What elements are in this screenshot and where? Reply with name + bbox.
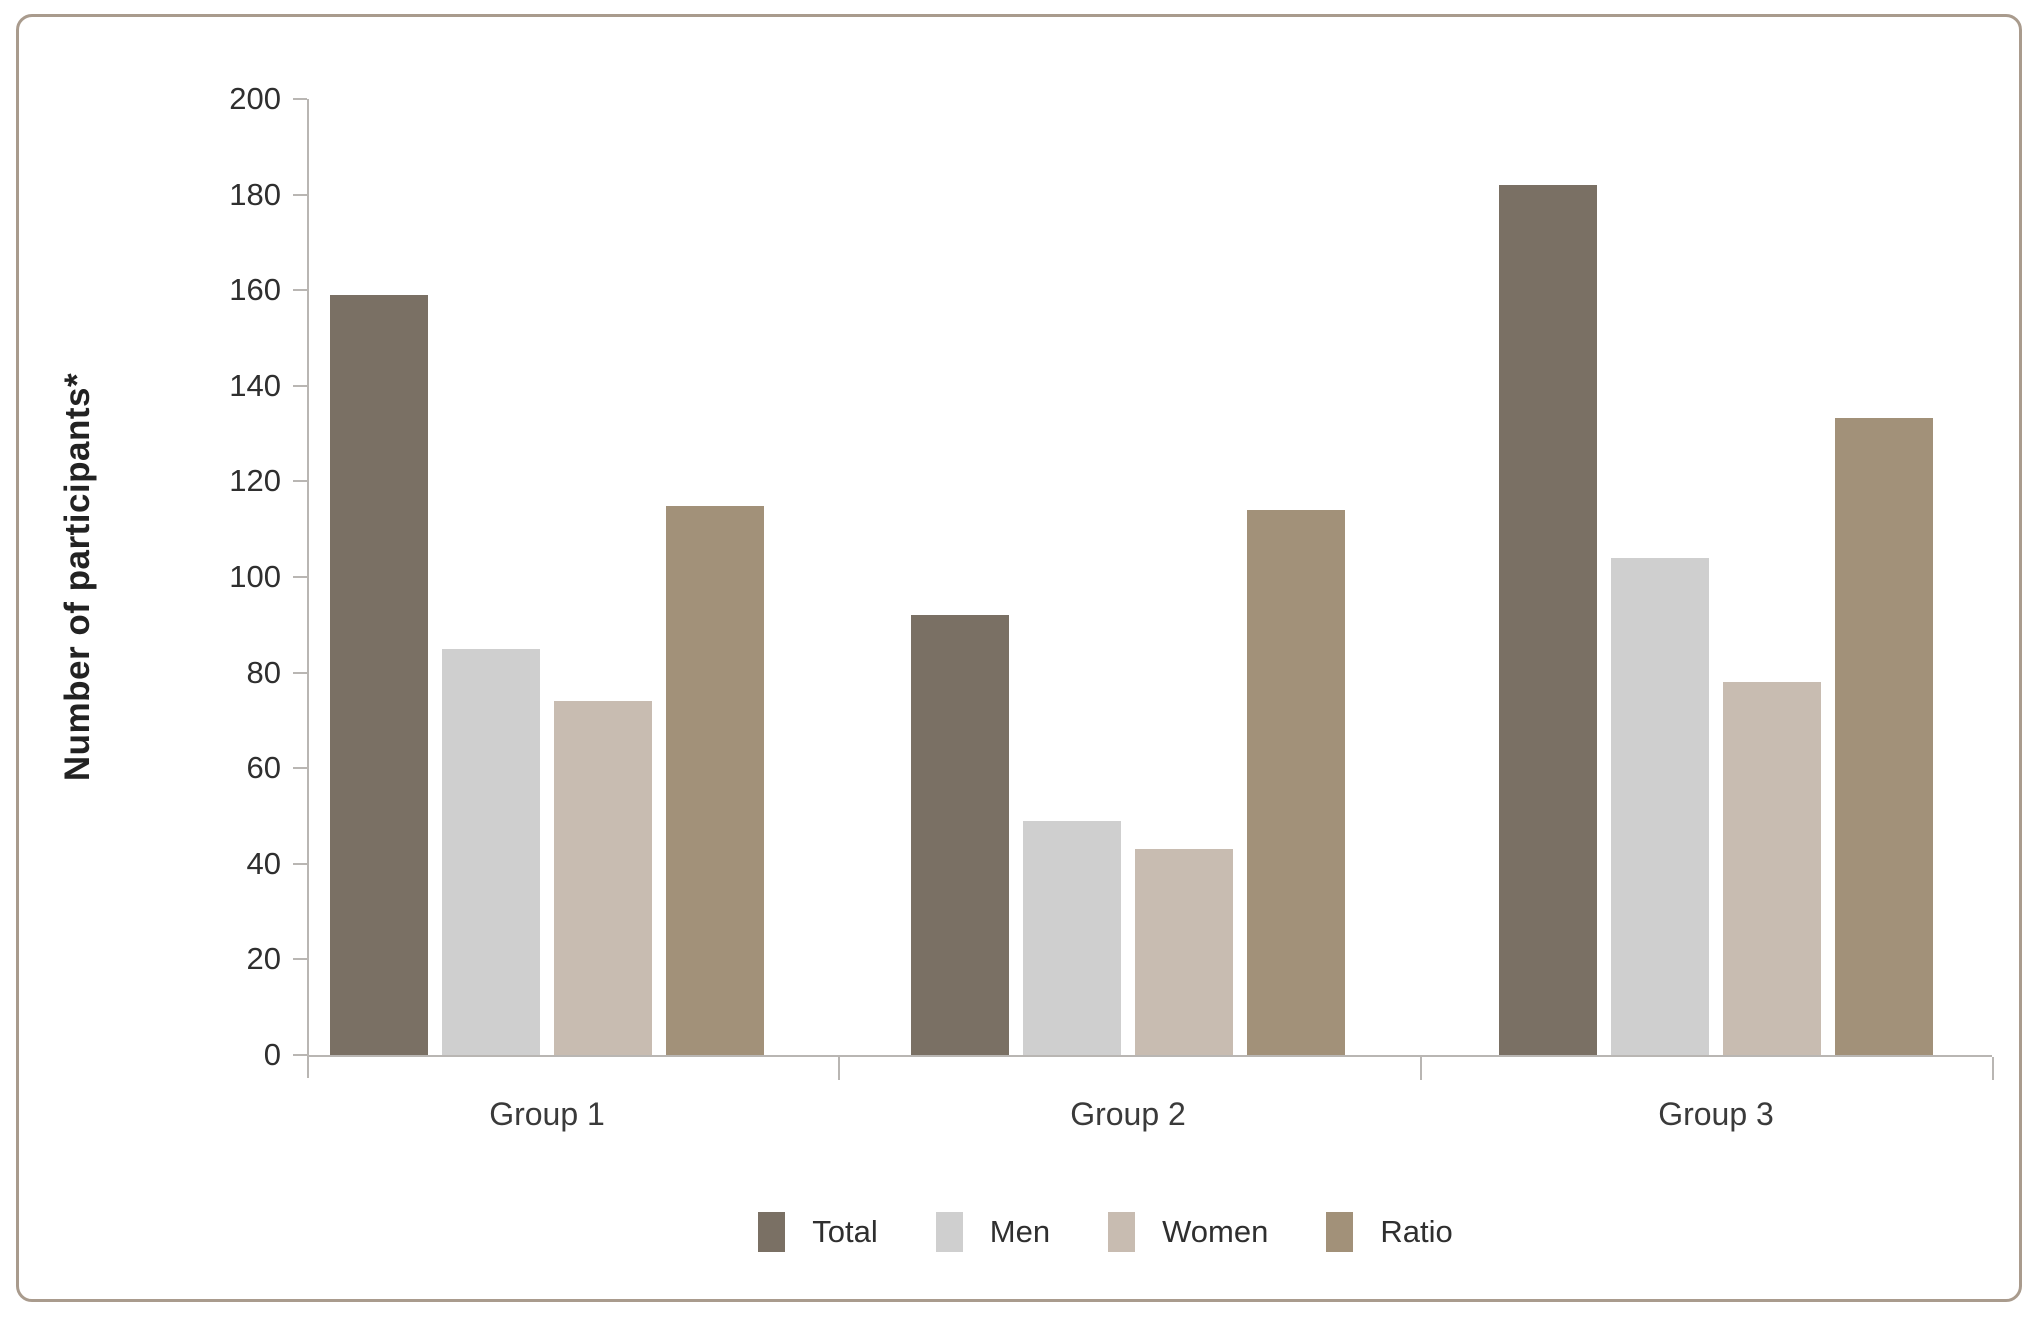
bar-women-group-1 xyxy=(554,701,652,1055)
y-tick-label: 40 xyxy=(246,845,281,881)
y-tick-mark xyxy=(293,671,307,674)
x-axis-label-group-2: Group 2 xyxy=(1070,1096,1186,1132)
bar-men-group-1 xyxy=(442,648,540,1055)
y-tick-label: 0 xyxy=(263,1037,281,1072)
y-tick-label: 160 xyxy=(229,272,281,308)
y-tick-mark xyxy=(293,767,307,770)
y-tick-label: 120 xyxy=(229,463,281,499)
y-axis-line xyxy=(307,99,309,1078)
y-tick-label: 200 xyxy=(229,81,281,116)
y-tick-label: 100 xyxy=(229,559,281,594)
y-tick-mark xyxy=(293,862,307,865)
y-tick-label: 140 xyxy=(229,367,281,403)
legend-swatch-ratio xyxy=(1326,1212,1354,1252)
category-tick-mark xyxy=(1420,1057,1422,1080)
legend-label-men: Men xyxy=(989,1214,1051,1249)
legend-swatch-total xyxy=(758,1212,786,1252)
legend-label-total: Total xyxy=(812,1214,878,1249)
y-tick-mark xyxy=(293,958,307,961)
x-axis-label-group-3: Group 3 xyxy=(1658,1096,1774,1132)
category-tick-mark xyxy=(1992,1057,1994,1080)
bar-total-group-3 xyxy=(1499,185,1597,1055)
y-tick-mark xyxy=(293,1054,307,1056)
y-tick-mark xyxy=(293,289,307,292)
legend-label-ratio: Ratio xyxy=(1380,1214,1453,1249)
bar-women-group-3 xyxy=(1723,682,1821,1055)
legend-swatch-men xyxy=(935,1212,963,1252)
y-tick-mark xyxy=(293,193,307,196)
bar-men-group-2 xyxy=(1023,820,1121,1055)
bar-men-group-3 xyxy=(1611,557,1709,1055)
legend-item-total: Total xyxy=(758,1212,878,1252)
legend-swatch-women xyxy=(1108,1212,1136,1252)
bar-total-group-1 xyxy=(330,294,428,1055)
x-axis-line xyxy=(307,1055,1992,1057)
bar-women-group-2 xyxy=(1135,849,1233,1055)
legend: Total Men Women Ratio xyxy=(85,1212,2041,1252)
bar-ratio-group-2 xyxy=(1247,510,1345,1055)
legend-label-women: Women xyxy=(1162,1214,1269,1249)
legend-item-men: Men xyxy=(935,1212,1051,1252)
bar-ratio-group-3 xyxy=(1835,417,1933,1055)
y-axis-title: Number of participants* xyxy=(58,372,97,782)
y-tick-label: 20 xyxy=(246,941,281,977)
bar-total-group-2 xyxy=(911,615,1009,1055)
y-tick-mark xyxy=(293,384,307,387)
y-tick-label: 180 xyxy=(229,176,281,212)
y-tick-mark xyxy=(293,576,307,578)
y-tick-label: 80 xyxy=(246,654,281,690)
y-tick-label: 60 xyxy=(246,750,281,786)
category-tick-mark xyxy=(838,1057,840,1080)
legend-item-women: Women xyxy=(1108,1212,1268,1252)
y-tick-mark xyxy=(293,98,307,100)
bar-ratio-group-1 xyxy=(666,505,764,1055)
y-tick-mark xyxy=(293,480,307,483)
x-axis-label-group-1: Group 1 xyxy=(489,1096,605,1132)
legend-item-ratio: Ratio xyxy=(1326,1212,1453,1252)
